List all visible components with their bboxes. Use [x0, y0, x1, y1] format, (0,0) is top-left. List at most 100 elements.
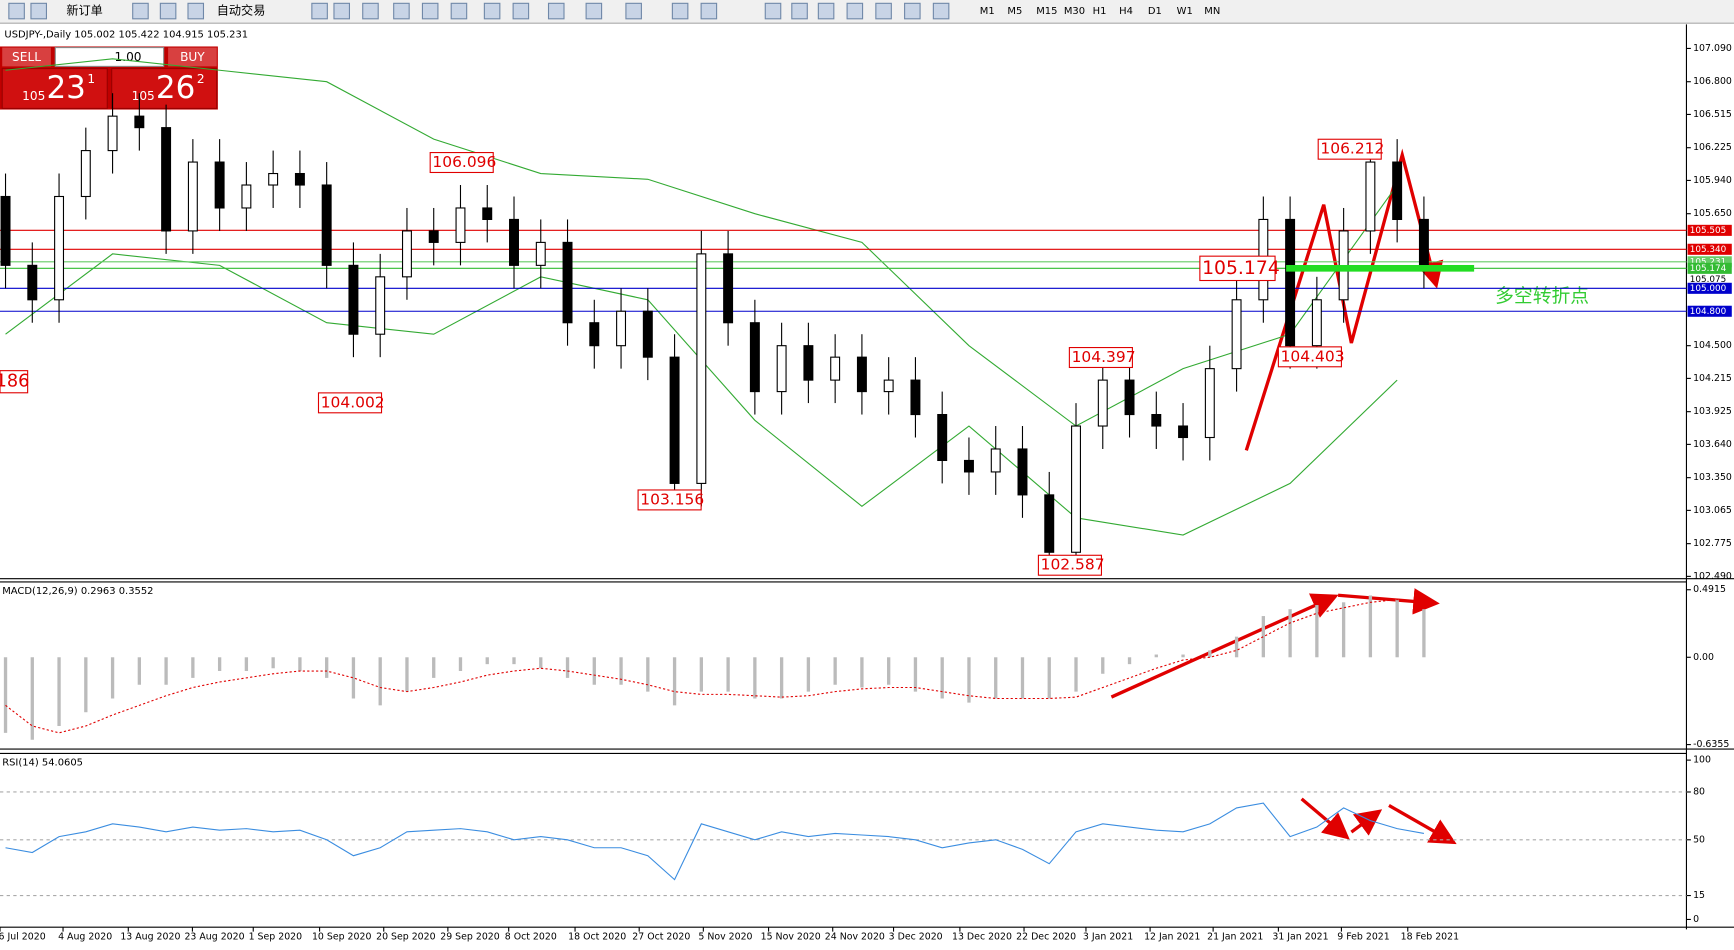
- price-box[interactable]: [1, 68, 108, 109]
- toolbar-icon[interactable]: [791, 2, 808, 20]
- timeframe-button[interactable]: M1: [980, 6, 995, 17]
- toolbar-icon[interactable]: [362, 2, 379, 20]
- candle-body: [509, 218, 519, 266]
- candle-body: [1365, 161, 1376, 232]
- candle-body: [642, 310, 653, 358]
- price-main: 26: [156, 70, 195, 106]
- zigzag-arrow: [1244, 148, 1444, 451]
- timeframe-button[interactable]: M30: [1064, 6, 1085, 17]
- timeframe-button[interactable]: M5: [1007, 6, 1022, 17]
- toolbar-icon[interactable]: [700, 2, 718, 20]
- toolbar-button[interactable]: 自动交易: [217, 3, 266, 18]
- price-annotation-box: [1037, 554, 1102, 576]
- price-annotation: 106.212: [1320, 140, 1384, 158]
- candle-body: [214, 161, 225, 209]
- buy-button[interactable]: [168, 47, 217, 67]
- toolbar-icon[interactable]: [764, 2, 782, 20]
- level-tag: [1687, 256, 1732, 268]
- timeframe-button[interactable]: D1: [1148, 6, 1162, 17]
- candle-body: [1017, 448, 1028, 496]
- y-tick-label: 100: [1693, 755, 1711, 766]
- y-tick-label: 103.065: [1693, 505, 1732, 516]
- toolbar-icon[interactable]: [393, 2, 410, 20]
- candle-body: [776, 345, 787, 393]
- candle-body: [803, 345, 814, 381]
- price-annotation: 104.403: [1281, 347, 1345, 365]
- y-tick-label: 104.500: [1693, 340, 1732, 351]
- timeframe-button[interactable]: MN: [1204, 6, 1220, 17]
- y-tick-label: 103.350: [1693, 472, 1732, 483]
- candle-body: [1044, 494, 1055, 553]
- candle-body: [27, 264, 38, 301]
- toolbar-button[interactable]: 新订单: [66, 3, 102, 18]
- y-tick-label: 102.775: [1693, 538, 1732, 549]
- toolbar-icon[interactable]: [8, 2, 25, 20]
- toolbar-icon[interactable]: [421, 2, 439, 20]
- toolbar-icon[interactable]: [625, 2, 642, 20]
- candle-body: [910, 379, 921, 416]
- timeframe-button[interactable]: H4: [1119, 6, 1133, 17]
- date-label: 20 Sep 2020: [376, 932, 436, 943]
- key-level-box: [1199, 255, 1276, 282]
- toolbar-icon[interactable]: [846, 2, 864, 20]
- date-label: 18 Feb 2021: [1401, 932, 1459, 943]
- price-annotation-box: [637, 489, 702, 511]
- price-annotation-box: [317, 392, 383, 414]
- toolbar-icon[interactable]: [904, 2, 921, 20]
- candle-body: [0, 195, 11, 266]
- date-label: 8 Oct 2020: [505, 932, 557, 943]
- candle-body: [1071, 425, 1081, 553]
- toolbar-icon[interactable]: [671, 2, 689, 20]
- level-label: 105.231: [1690, 257, 1727, 267]
- toolbar-icon[interactable]: [132, 2, 149, 20]
- y-tick-label: 50: [1693, 834, 1705, 845]
- toolbar-icon[interactable]: [187, 2, 205, 20]
- candle-body: [856, 356, 867, 393]
- timeframe-button[interactable]: H1: [1093, 6, 1107, 17]
- y-tick-label: 104.215: [1693, 373, 1732, 384]
- macd-signal: [5, 599, 1424, 734]
- toolbar-icon[interactable]: [311, 2, 328, 20]
- y-tick-label: 105.940: [1693, 175, 1732, 186]
- toolbar-icon[interactable]: [30, 2, 47, 20]
- toolbar-icon[interactable]: [450, 2, 468, 20]
- y-tick-label: 106.800: [1693, 76, 1732, 87]
- sell-label: SELL: [12, 50, 41, 64]
- toolbar-icon[interactable]: [585, 2, 603, 20]
- price-big: 105: [22, 89, 45, 103]
- toolbar-icon[interactable]: [547, 2, 565, 20]
- toolbar-icon[interactable]: [512, 2, 530, 20]
- y-tick-label: 105.650: [1693, 208, 1732, 219]
- y-tick-label: 106.225: [1693, 142, 1732, 153]
- level-label: 105.174: [1690, 264, 1727, 274]
- price-box[interactable]: [111, 68, 218, 109]
- toolbar-icon[interactable]: [333, 2, 351, 20]
- date-label: 27 Oct 2020: [632, 932, 690, 943]
- price-annotation: 103.156: [640, 490, 704, 508]
- arrow: [1337, 588, 1440, 615]
- timeframe-button[interactable]: M15: [1036, 6, 1057, 17]
- toolbar-icon[interactable]: [159, 2, 177, 20]
- candle-body: [937, 413, 948, 462]
- toolbar-icon[interactable]: [875, 2, 892, 20]
- y-tick-label: 0.00: [1693, 652, 1714, 663]
- price-main: 23: [46, 70, 85, 106]
- date-label: 29 Sep 2020: [440, 932, 500, 943]
- toolbar-icon[interactable]: [483, 2, 501, 20]
- date-label: 6 Jul 2020: [0, 932, 46, 943]
- candle-body: [268, 172, 279, 186]
- sell-button[interactable]: [2, 47, 51, 67]
- note: 多空转折点: [1495, 285, 1589, 307]
- candle-body: [1392, 161, 1403, 220]
- price-annotation: 104.002: [321, 393, 385, 411]
- price-annotation: 102.587: [1041, 556, 1105, 574]
- timeframe-button[interactable]: W1: [1177, 6, 1193, 17]
- price-sup: 1: [87, 72, 95, 86]
- toolbar-icon[interactable]: [817, 2, 835, 20]
- candle-body: [1285, 218, 1296, 347]
- candle-body: [134, 115, 145, 129]
- edge-label: 186: [0, 372, 29, 392]
- candle-body: [723, 253, 734, 324]
- toolbar-icon[interactable]: [932, 2, 950, 20]
- candle-body: [375, 276, 386, 335]
